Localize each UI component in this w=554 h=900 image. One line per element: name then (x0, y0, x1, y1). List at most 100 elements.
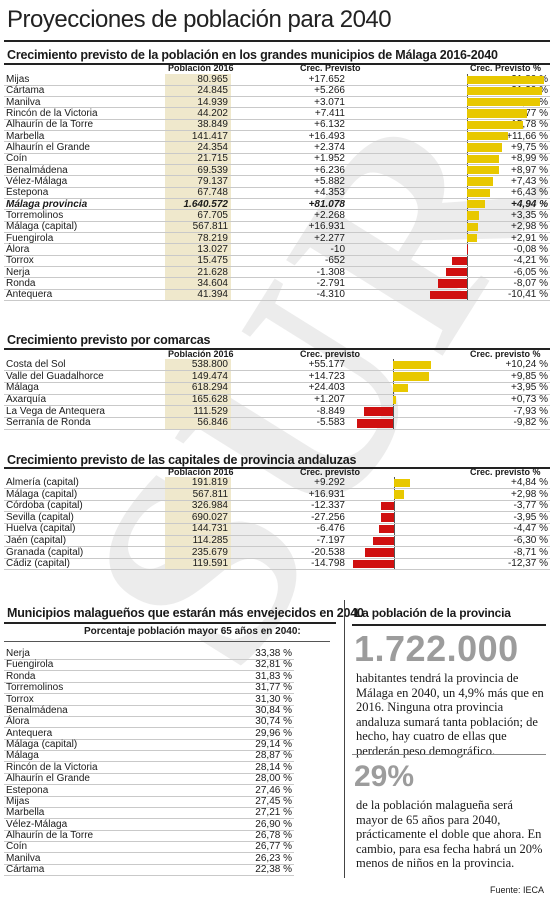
row-divider (4, 546, 550, 548)
row-name: Cádiz (capital) (6, 558, 70, 570)
table-subtitle: Porcentaje población mayor 65 años en 20… (84, 626, 301, 637)
row-divider (4, 232, 550, 234)
table-row: Huelva (capital) 144.731 -6.476 -4,47 % (4, 523, 550, 534)
table-row: Nerja 21.628 -1.308 -6,05 % (4, 267, 550, 278)
row-divider (4, 220, 550, 222)
row-growth: +2.268 (314, 209, 345, 221)
row-name: Coín (6, 841, 28, 853)
bar (467, 132, 509, 141)
row-growth: +6.132 (314, 119, 345, 131)
table-row: Nerja 33,38 % (4, 648, 294, 659)
column-header-growth-pct: Crec. previsto % (470, 349, 541, 359)
row-name: Alhaurín el Grande (6, 141, 90, 153)
bar (467, 75, 545, 84)
row-elderly-pct: 33,38 % (255, 648, 292, 659)
row-elderly-pct: 26,77 % (255, 841, 292, 853)
row-name: Rincón de la Victoria (6, 761, 98, 773)
row-elderly-pct: 26,90 % (255, 818, 292, 830)
row-divider (4, 795, 294, 797)
bar (467, 211, 479, 220)
row-name: Huelva (capital) (6, 523, 76, 535)
row-growth-pct: +4,94 % (511, 198, 548, 210)
row-divider (4, 254, 550, 256)
section-rule-capitales (4, 467, 550, 469)
row-name: Málaga (6, 382, 39, 394)
row-elderly-pct: 29,96 % (255, 727, 292, 739)
bar (467, 143, 502, 152)
row-population: 69.539 (197, 164, 228, 176)
table-row: Álora 13.027 -10 -0,08 % (4, 244, 550, 255)
bar (467, 166, 499, 175)
row-growth: -4.310 (316, 289, 345, 301)
row-growth-pct: +11,66 % (506, 130, 548, 142)
table-row: Granada (capital) 235.679 -20.538 -8,71 % (4, 547, 550, 558)
row-name: Vélez-Málaga (6, 818, 68, 830)
row-elderly-pct: 30,84 % (255, 704, 292, 716)
row-divider (4, 852, 294, 854)
row-growth: +2.277 (314, 232, 345, 244)
row-name: Fuengirola (6, 232, 54, 244)
table-row: Álora 30,74 % (4, 716, 294, 727)
table-row: Rincón de la Victoria 28,14 % (4, 762, 294, 773)
row-divider (4, 863, 294, 865)
row-divider (4, 534, 550, 536)
row-divider (4, 557, 550, 559)
table-row: Fuengirola 32,81 % (4, 659, 294, 670)
table-row: Estepona 67.748 +4.353 +6,43 % (4, 187, 550, 198)
row-divider (4, 209, 550, 211)
table-row: Málaga 618.294 +24.403 +3,95 % (4, 382, 550, 393)
row-name: Benalmádena (6, 164, 68, 176)
row-elderly-pct: 27,21 % (255, 807, 292, 819)
row-divider (4, 761, 294, 763)
row-population: 119.591 (192, 558, 228, 570)
section-rule-municipios (4, 63, 550, 65)
table-row: Serranía de Ronda 56.846 -5.583 -9,82 % (4, 417, 550, 428)
row-divider (4, 370, 550, 372)
stat-population: 1.722.000 (354, 628, 519, 669)
row-divider (4, 277, 550, 279)
row-elderly-pct: 31,30 % (255, 693, 292, 705)
row-population: 56.846 (197, 417, 228, 429)
row-population: 34.604 (197, 277, 228, 289)
table-row: Málaga 28,87 % (4, 750, 294, 761)
row-divider (4, 164, 550, 166)
bar (393, 372, 430, 381)
column-header-population: Población 2016 (168, 63, 234, 73)
table-row: Benalmádena 30,84 % (4, 705, 294, 716)
row-growth-pct: +15,78 % (505, 119, 548, 131)
row-divider (4, 693, 294, 695)
row-growth-pct: +9,85 % (511, 370, 548, 382)
row-population: 1.640.572 (183, 198, 229, 210)
table-row: Manilva 26,23 % (4, 853, 294, 864)
row-population: 144.731 (191, 523, 228, 535)
bar (352, 559, 394, 569)
row-name: Ronda (6, 670, 36, 682)
row-name: Córdoba (capital) (6, 500, 83, 512)
bar (445, 268, 467, 277)
table-row: Costa del Sol 538.800 +55.177 +10,24 % (4, 359, 550, 370)
table-row: Mijas 27,45 % (4, 796, 294, 807)
row-divider (4, 727, 294, 729)
table-row: Marbella 27,21 % (4, 807, 294, 818)
row-growth: +5.266 (314, 85, 345, 97)
table-row: Torrox 15.475 -652 -4,21 % (4, 255, 550, 266)
bar (467, 98, 540, 107)
row-elderly-pct: 26,78 % (255, 830, 292, 842)
row-growth: +55.177 (308, 359, 345, 370)
table-row: Sevilla (capital) 690.027 -27.256 -3,95 % (4, 512, 550, 523)
row-population: 24.354 (197, 141, 228, 153)
row-elderly-pct: 29,14 % (255, 739, 292, 751)
row-name: Jaén (capital) (6, 535, 67, 546)
row-population: 191.819 (191, 477, 228, 488)
bar (452, 256, 467, 266)
bar (430, 290, 467, 300)
row-elderly-pct: 28,00 % (255, 773, 292, 785)
row-name: Valle del Guadalhorce (6, 370, 104, 382)
table-row: Ronda 34.604 -2.791 -8,07 % (4, 278, 550, 289)
row-growth-pct: +3,95 % (511, 382, 548, 394)
section-title-municipios: Crecimiento previsto de la población en … (7, 48, 498, 62)
row-divider (4, 875, 294, 877)
table-row: Torrox 31,30 % (4, 694, 294, 705)
row-population: 44.202 (197, 107, 228, 119)
row-divider (4, 428, 550, 430)
